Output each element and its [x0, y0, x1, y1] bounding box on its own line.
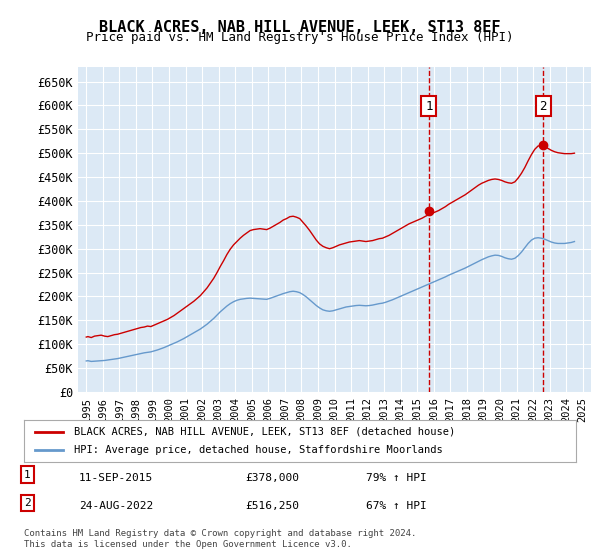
Text: 79% ↑ HPI: 79% ↑ HPI: [366, 473, 427, 483]
Text: 24-AUG-2022: 24-AUG-2022: [79, 501, 154, 511]
Text: 11-SEP-2015: 11-SEP-2015: [79, 473, 154, 483]
Text: 2: 2: [539, 100, 547, 113]
Text: 1: 1: [425, 100, 433, 113]
Text: BLACK ACRES, NAB HILL AVENUE, LEEK, ST13 8EF (detached house): BLACK ACRES, NAB HILL AVENUE, LEEK, ST13…: [74, 427, 455, 437]
Text: £516,250: £516,250: [245, 501, 299, 511]
Text: Price paid vs. HM Land Registry's House Price Index (HPI): Price paid vs. HM Land Registry's House …: [86, 31, 514, 44]
Text: HPI: Average price, detached house, Staffordshire Moorlands: HPI: Average price, detached house, Staf…: [74, 445, 442, 455]
Text: BLACK ACRES, NAB HILL AVENUE, LEEK, ST13 8EF: BLACK ACRES, NAB HILL AVENUE, LEEK, ST13…: [99, 20, 501, 35]
Text: £378,000: £378,000: [245, 473, 299, 483]
Text: Contains HM Land Registry data © Crown copyright and database right 2024.
This d: Contains HM Land Registry data © Crown c…: [24, 529, 416, 549]
Text: 1: 1: [24, 470, 31, 480]
Text: 67% ↑ HPI: 67% ↑ HPI: [366, 501, 427, 511]
Text: 2: 2: [24, 498, 31, 508]
